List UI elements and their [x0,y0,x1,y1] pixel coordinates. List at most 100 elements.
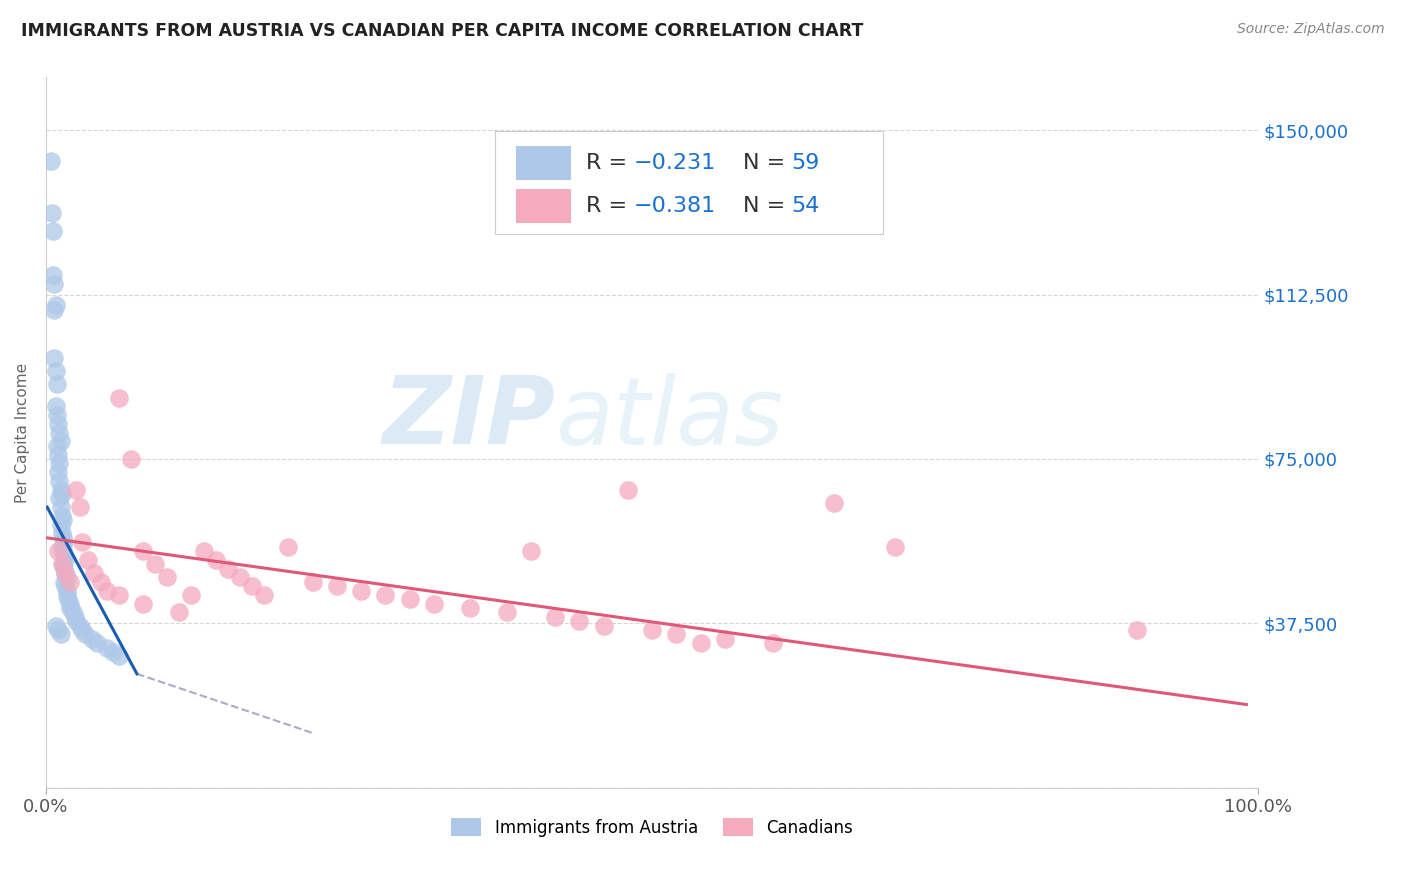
Point [374,588,396,602]
Point [62,606,84,620]
Point [1126,623,1149,637]
Point [45,618,67,632]
Point [48,425,70,440]
Text: N =: N = [744,153,793,173]
Point [80,632,103,646]
Point [42,268,65,282]
Point [41,206,63,220]
Point [96,583,118,598]
Point [65,614,87,628]
Point [823,496,845,510]
Point [52,544,75,558]
Point [48,474,70,488]
Point [63,609,86,624]
Point [217,561,239,575]
Point [48,491,70,506]
Text: −0.381: −0.381 [634,196,716,216]
Point [45,400,67,414]
Point [52,558,75,572]
Point [350,583,373,598]
Bar [516,146,571,180]
Point [45,298,67,312]
Text: −0.231: −0.231 [634,153,716,173]
Point [83,566,105,580]
Point [240,579,263,593]
Point [45,377,67,392]
Point [53,535,76,549]
Point [132,597,155,611]
Point [169,606,191,620]
Point [59,597,82,611]
Point [53,566,76,580]
Point [46,623,69,637]
Point [72,623,94,637]
Point [49,517,72,532]
Point [45,408,67,422]
Point [714,632,737,646]
Point [59,574,82,589]
Point [460,601,482,615]
Point [55,588,77,602]
Point [46,465,69,479]
Point [193,544,215,558]
Point [45,364,67,378]
Point [48,456,70,470]
Point [51,508,73,523]
Point [520,544,543,558]
Text: R =: R = [585,153,634,173]
Point [423,597,446,611]
Text: atlas: atlas [555,373,783,464]
Point [51,526,73,541]
Point [44,351,66,365]
Text: IMMIGRANTS FROM AUSTRIA VS CANADIAN PER CAPITA INCOME CORRELATION CHART: IMMIGRANTS FROM AUSTRIA VS CANADIAN PER … [21,22,863,40]
Point [53,549,76,563]
Point [101,645,124,659]
Point [762,636,785,650]
Point [56,592,79,607]
Point [42,224,65,238]
Point [51,558,73,572]
Text: Source: ZipAtlas.com: Source: ZipAtlas.com [1237,22,1385,37]
Point [156,570,179,584]
Point [53,579,76,593]
Point [107,391,129,405]
Point [49,434,72,449]
Point [253,588,276,602]
Point [53,553,76,567]
Point [495,606,517,620]
Point [96,640,118,655]
Point [65,483,87,497]
Point [46,544,69,558]
Point [51,487,73,501]
Point [69,618,91,632]
Legend: Immigrants from Austria, Canadians: Immigrants from Austria, Canadians [444,812,859,844]
Point [77,553,100,567]
Bar [516,189,571,223]
Point [52,513,75,527]
Text: N =: N = [744,196,793,216]
Point [229,570,252,584]
Y-axis label: Per Capita Income: Per Capita Income [15,362,30,503]
Point [72,535,94,549]
Point [180,588,202,602]
Point [52,531,75,545]
Point [51,540,73,554]
Text: 54: 54 [792,196,820,216]
Point [398,592,420,607]
Text: R =: R = [585,196,634,216]
Point [46,448,69,462]
FancyBboxPatch shape [495,131,883,234]
Point [592,618,614,632]
Point [107,649,129,664]
Point [73,627,96,641]
Point [55,570,77,584]
Text: ZIP: ZIP [382,373,555,465]
Point [46,417,69,431]
Point [326,579,349,593]
Point [53,574,76,589]
Point [544,609,567,624]
Point [86,636,108,650]
Point [641,623,664,637]
Point [49,627,72,641]
Point [568,614,591,628]
